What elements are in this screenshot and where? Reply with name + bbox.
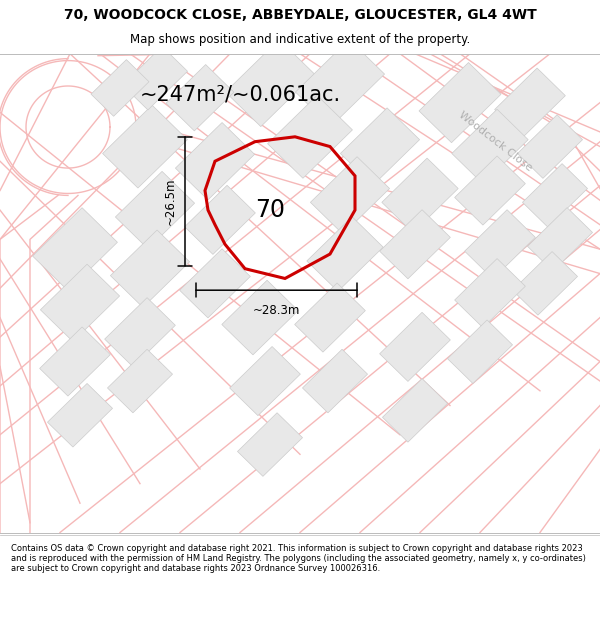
Polygon shape	[310, 157, 389, 234]
Polygon shape	[382, 158, 458, 232]
Polygon shape	[382, 379, 448, 442]
Polygon shape	[47, 384, 113, 447]
Polygon shape	[464, 210, 535, 279]
Polygon shape	[107, 349, 173, 413]
Polygon shape	[268, 96, 352, 178]
Polygon shape	[40, 327, 110, 396]
Polygon shape	[512, 252, 578, 315]
Polygon shape	[494, 68, 565, 137]
Polygon shape	[448, 320, 512, 384]
Text: 70: 70	[255, 198, 285, 222]
Polygon shape	[455, 156, 526, 225]
Text: Woodcock Close: Woodcock Close	[457, 110, 533, 173]
Polygon shape	[179, 249, 250, 318]
Text: ~247m²/~0.061ac.: ~247m²/~0.061ac.	[139, 85, 341, 105]
Polygon shape	[419, 62, 501, 142]
Polygon shape	[40, 264, 119, 342]
Polygon shape	[238, 412, 302, 476]
Polygon shape	[452, 109, 528, 184]
Text: ~28.3m: ~28.3m	[253, 304, 300, 317]
Polygon shape	[175, 122, 254, 200]
Polygon shape	[523, 164, 587, 228]
Polygon shape	[103, 105, 187, 188]
Polygon shape	[230, 346, 301, 416]
Polygon shape	[295, 283, 365, 352]
Polygon shape	[32, 208, 118, 291]
Text: Map shows position and indicative extent of the property.: Map shows position and indicative extent…	[130, 32, 470, 46]
Polygon shape	[185, 185, 256, 254]
Polygon shape	[380, 210, 451, 279]
Text: ~26.5m: ~26.5m	[164, 177, 177, 225]
Text: 70, WOODCOCK CLOSE, ABBEYDALE, GLOUCESTER, GL4 4WT: 70, WOODCOCK CLOSE, ABBEYDALE, GLOUCESTE…	[64, 8, 536, 21]
Polygon shape	[122, 46, 188, 110]
Polygon shape	[340, 108, 419, 185]
Polygon shape	[307, 217, 383, 291]
Polygon shape	[517, 115, 583, 178]
Polygon shape	[527, 208, 593, 271]
Polygon shape	[226, 39, 314, 127]
Polygon shape	[91, 59, 149, 116]
Text: Contains OS data © Crown copyright and database right 2021. This information is : Contains OS data © Crown copyright and d…	[11, 544, 586, 573]
Polygon shape	[110, 230, 190, 308]
Polygon shape	[380, 312, 451, 381]
Polygon shape	[104, 298, 175, 367]
Polygon shape	[166, 64, 234, 131]
Polygon shape	[455, 259, 526, 328]
Polygon shape	[115, 171, 194, 249]
Polygon shape	[295, 39, 385, 127]
Polygon shape	[302, 349, 368, 413]
Polygon shape	[222, 280, 298, 355]
